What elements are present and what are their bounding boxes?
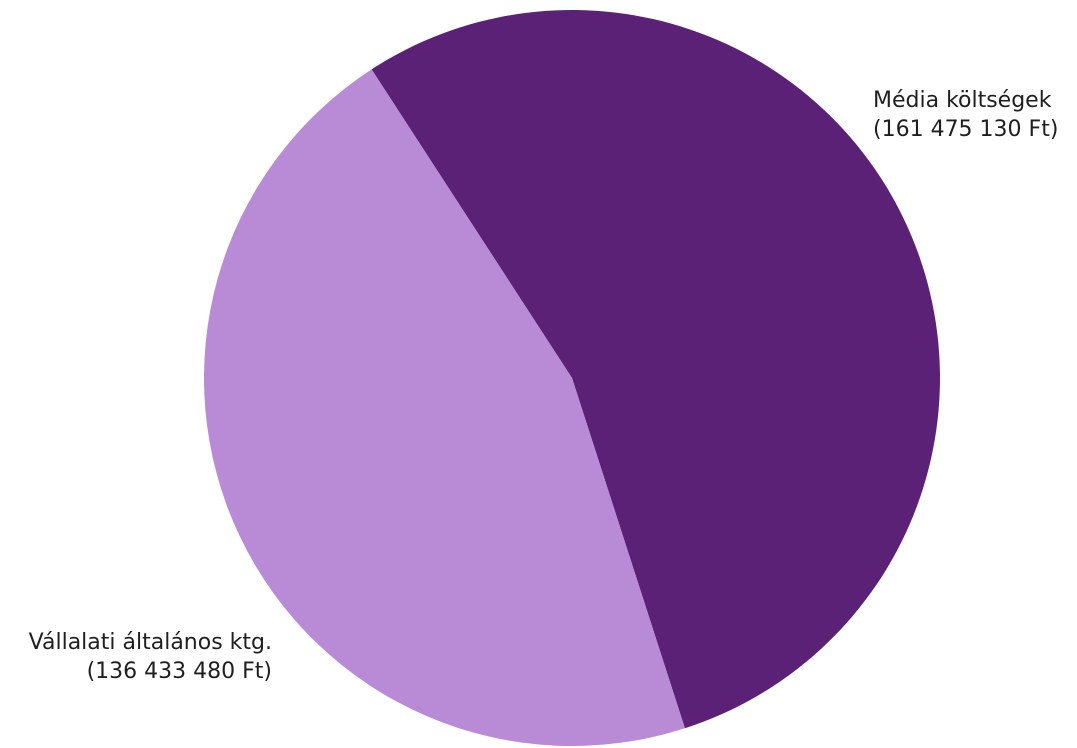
slice-label-vallalati-value: (136 433 480 Ft)	[87, 659, 272, 684]
slice-label-vallalati: Vállalati általános ktg. (136 433 480 Ft…	[29, 630, 272, 684]
slice-label-media-name: Média költségek	[873, 88, 1052, 113]
pie-slices	[203, 10, 940, 747]
slice-label-vallalati-name: Vállalati általános ktg.	[29, 630, 272, 655]
slice-label-media: Média költségek (161 475 130 Ft)	[873, 88, 1058, 142]
pie-slice-media	[371, 10, 940, 729]
slice-label-media-value: (161 475 130 Ft)	[873, 117, 1058, 142]
pie-slice-vallalati	[203, 69, 685, 747]
